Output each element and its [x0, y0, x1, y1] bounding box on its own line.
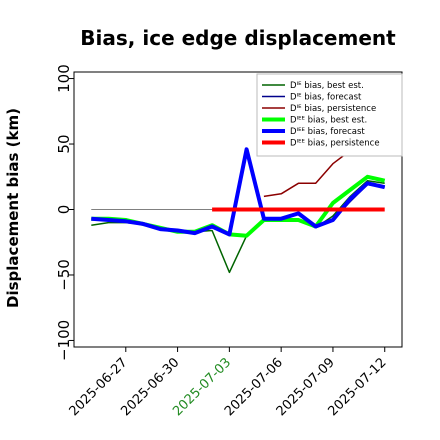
legend-label: Dᴵᴱ bias, best est.: [290, 81, 364, 91]
y-tick-label: −100: [55, 320, 73, 361]
legend-label: Dᴵᴱᴱ bias, persistence: [290, 139, 380, 149]
legend-label: Dᴵᴱ bias, persistence: [290, 104, 376, 114]
plot-area: [91, 145, 386, 274]
y-tick-label: 0: [55, 205, 73, 215]
y-axis-label: Displacement bias (km): [4, 108, 22, 308]
legend-label: Dᴵᴱᴱ bias, best est.: [290, 116, 367, 126]
y-tick-label: 100: [55, 64, 73, 93]
y-tick-label: −50: [55, 259, 73, 291]
y-tick-label: 50: [55, 134, 73, 153]
y-axis: 100 50 0 −50 −100: [55, 64, 74, 361]
legend: Dᴵᴱ bias, best est.Dᴵᴱ bias, forecastDᴵᴱ…: [256, 73, 403, 157]
legend-label: Dᴵᴱᴱ bias, forecast: [290, 127, 365, 137]
legend-label: Dᴵᴱ bias, forecast: [290, 93, 362, 103]
x-axis: 2025-06-272025-06-302025-07-032025-07-06…: [67, 347, 390, 419]
series-line-5: [91, 147, 386, 237]
chart-title: Bias, ice edge displacement: [80, 26, 396, 50]
